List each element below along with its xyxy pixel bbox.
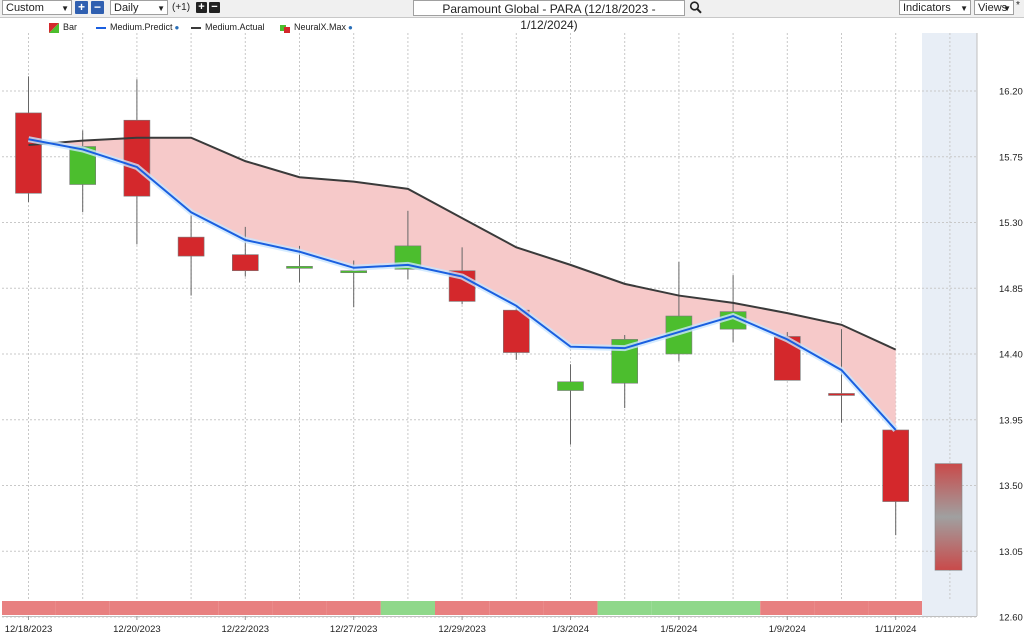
range-select[interactable]: Custom ▼ [2,0,72,15]
chevron-down-icon: ▼ [157,4,165,13]
y-tick-label: 13.95 [999,415,1023,426]
y-tick-label: 14.40 [999,350,1023,361]
candle-body [882,429,910,502]
x-tick-label: 1/5/2024 [660,624,697,635]
legend-label: Medium.Predict [110,22,173,32]
candle-body [340,270,368,274]
chevron-down-icon: ▼ [960,4,968,13]
signal-strip-segment [760,601,815,615]
signal-strip-segment [435,601,490,615]
signal-strip-segment [326,601,381,615]
candle-body [123,119,151,197]
minus-icon[interactable]: − [209,2,220,13]
legend-item-neuralx-max: NeuralX.Max ● [280,20,353,35]
predict-actual-band [28,137,896,430]
legend-label: Bar [63,22,78,32]
interval-select[interactable]: Daily ▼ [110,0,168,15]
bar-swatch-icon [49,22,59,33]
legend: Bar Medium.Predict ● Medium.Actual Neural… [0,20,400,34]
magnifier-icon[interactable] [689,0,703,18]
signal-strip-segment [380,601,435,615]
signal-strip-segment [651,601,706,615]
x-tick-label: 12/29/2023 [438,624,486,635]
legend-item-medium-actual: Medium.Actual [191,20,265,34]
y-tick-label: 13.50 [999,481,1023,492]
candle-body [557,381,584,391]
signal-strip-segment [55,601,110,615]
x-tick-label: 1/9/2024 [769,624,806,635]
minus-icon[interactable]: − [91,1,104,14]
signal-strip-segment [2,601,56,615]
chevron-down-icon: ▼ [61,4,69,13]
indicators-select[interactable]: Indicators ▼ [899,0,971,15]
bar-swatch-icon [280,24,290,33]
series-line-medium-actual [28,136,897,351]
x-tick-label: 12/22/2023 [222,624,270,635]
y-tick-label: 16.20 [999,87,1023,98]
signal-strip-segment [272,601,327,615]
legend-label: NeuralX.Max [294,22,347,32]
signal-strip-segment [543,601,598,615]
legend-label: Medium.Actual [205,22,265,32]
signal-strip-segment [489,601,544,615]
chevron-down-icon: ▼ [1003,4,1011,13]
x-tick-label: 12/18/2023 [5,624,53,635]
plus-icon[interactable]: + [196,2,207,13]
y-tick-label: 15.30 [999,218,1023,229]
candle-body [15,112,42,194]
series-line-medium-predict [28,138,897,431]
y-tick-label: 14.85 [999,284,1023,295]
signal-strip-segment [814,601,869,615]
y-tick-label: 15.75 [999,152,1023,163]
neuralx-forecast-bar [934,463,963,571]
candle-body [828,393,855,396]
candle-body [286,266,313,269]
indicators-label: Indicators [903,2,951,14]
settings-dot-icon[interactable]: ● [348,23,353,32]
signal-strip-segment [868,601,922,615]
signal-strip-segment [164,601,219,615]
x-tick-label: 12/27/2023 [330,624,378,635]
x-tick-label: 12/20/2023 [113,624,161,635]
signal-strip-segment [109,601,164,615]
x-tick-label: 1/3/2024 [552,624,589,635]
legend-item-medium-predict: Medium.Predict ● [96,20,179,35]
toolbar: Custom ▼ + − Daily ▼ (+1) + − Paramount … [0,0,1024,32]
signal-strip-segment [597,601,652,615]
y-tick-label: 12.60 [999,613,1023,624]
x-tick-label: 1/11/2024 [875,624,917,635]
candle-body [232,254,259,272]
views-label: Views [978,2,1008,14]
settings-dot-icon[interactable]: ● [174,23,180,32]
asterisk-icon: * [1016,0,1020,11]
plus-icon[interactable]: + [75,1,88,14]
chart-title: Paramount Global - PARA (12/18/2023 - 1/… [413,0,685,32]
range-select-value: Custom [6,2,44,14]
signal-strip-segment [218,601,273,615]
line-swatch-icon [96,26,106,29]
legend-item-bar: Bar [49,20,77,34]
signal-strip-segment [706,601,761,615]
line-swatch-icon [191,26,201,29]
candle-body [502,309,530,353]
candle-body [177,236,205,257]
offset-label: (+1) [172,2,191,13]
views-select[interactable]: Views ▼ [974,0,1014,15]
y-tick-label: 13.05 [999,547,1023,558]
interval-select-value: Daily [114,2,139,14]
